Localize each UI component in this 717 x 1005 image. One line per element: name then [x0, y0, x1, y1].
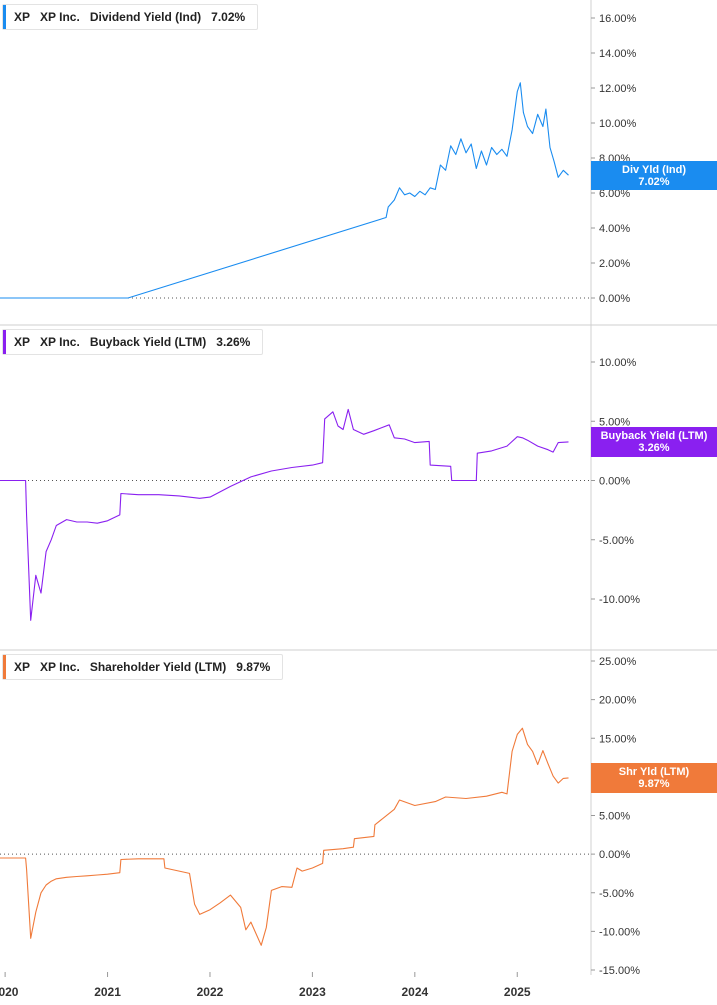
legend-color-swatch: [3, 655, 6, 679]
series-line: [0, 727, 569, 946]
legend-series-name: Shareholder Yield (LTM): [89, 660, 227, 674]
legend-value: 7.02%: [211, 10, 246, 24]
y-tick-label: -5.00%: [599, 888, 634, 900]
legend-series-name: Buyback Yield (LTM): [89, 335, 207, 349]
series-line: [0, 82, 569, 299]
legend-shareholder-yield[interactable]: XP XP Inc. Shareholder Yield (LTM) 9.87%: [2, 654, 284, 680]
legend-ticker: XP: [14, 335, 31, 349]
y-tick-label: 5.00%: [599, 811, 630, 823]
legend-color-swatch: [3, 330, 6, 354]
y-tick-label: 6.00%: [599, 188, 630, 200]
y-tick-label: 0.00%: [599, 849, 630, 861]
legend-buyback-yield[interactable]: XP XP Inc. Buyback Yield (LTM) 3.26%: [2, 329, 264, 355]
y-tick-label: 25.00%: [599, 656, 637, 668]
tag-label: Div Yld (Ind): [622, 163, 686, 176]
tag-value: 9.87%: [638, 778, 670, 790]
tag-value: 3.26%: [638, 442, 670, 454]
legend-value: 9.87%: [236, 660, 271, 674]
y-tick-label: 2.00%: [599, 258, 630, 270]
x-tick-label: 2021: [94, 985, 121, 999]
legend-company: XP Inc.: [40, 335, 80, 349]
y-tick-label: -15.00%: [599, 965, 640, 977]
y-tick-label: 10.00%: [599, 357, 637, 369]
tag-buyback-yield: Buyback Yield (LTM) 3.26%: [591, 427, 717, 457]
y-tick-label: 4.00%: [599, 223, 630, 235]
y-tick-label: 0.00%: [599, 476, 630, 488]
y-tick-label: -5.00%: [599, 535, 634, 547]
tag-label: Buyback Yield (LTM): [600, 430, 708, 442]
y-tick-label: 5.00%: [599, 416, 630, 428]
tag-label: Shr Yld (LTM): [618, 766, 690, 778]
legend-value: 3.26%: [216, 335, 251, 349]
y-tick-label: 12.00%: [599, 83, 637, 95]
x-tick-label: 2022: [197, 985, 224, 999]
legend-ticker: XP: [14, 10, 31, 24]
y-tick-label: -10.00%: [599, 926, 640, 938]
y-tick-label: 0.00%: [599, 293, 630, 305]
y-tick-label: 20.00%: [599, 695, 637, 707]
y-tick-label: 10.00%: [599, 118, 637, 130]
y-tick-label: 15.00%: [599, 733, 637, 745]
tag-value: 7.02%: [638, 175, 670, 188]
legend-company: XP Inc.: [40, 10, 80, 24]
y-tick-label: 16.00%: [599, 13, 637, 25]
legend-series-name: Dividend Yield (Ind): [89, 10, 202, 24]
y-tick-label: 14.00%: [599, 48, 637, 60]
x-tick-label: 2023: [299, 985, 326, 999]
legend-company: XP Inc.: [40, 660, 80, 674]
x-tick-label: 2025: [504, 985, 531, 999]
series-line: [0, 408, 569, 621]
tag-shareholder-yield: Shr Yld (LTM) 9.87%: [591, 763, 717, 793]
legend-ticker: XP: [14, 660, 31, 674]
x-tick-label: 2024: [401, 985, 428, 999]
y-tick-label: -10.00%: [599, 594, 640, 606]
tag-dividend-yield: Div Yld (Ind) 7.02%: [591, 161, 717, 190]
legend-color-swatch: [3, 5, 6, 29]
legend-dividend-yield[interactable]: XP XP Inc. Dividend Yield (Ind) 7.02%: [2, 4, 259, 30]
